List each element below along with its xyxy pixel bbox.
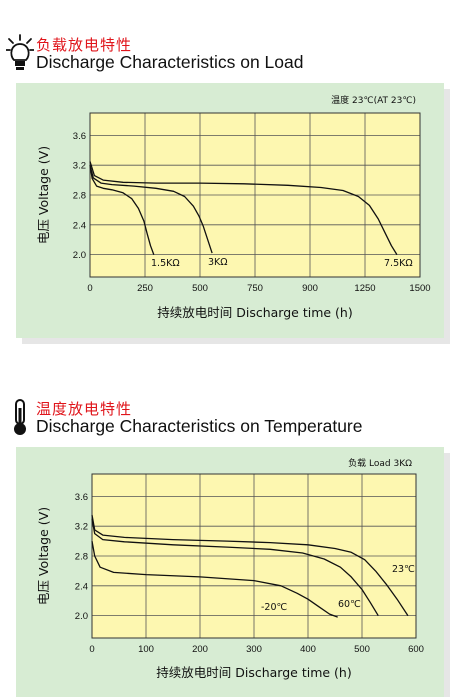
x-tick-label: 0 — [89, 644, 94, 655]
y-tick-label: 2.4 — [73, 220, 86, 231]
y-tick-label: 2.8 — [75, 552, 88, 563]
x-tick-label: 200 — [192, 644, 208, 655]
temperature-discharge-chart: 2.0 2.4 2.8 3.2 3.6 0 100 200 300 400 500 600 电压 Vol… — [16, 447, 444, 697]
lightbulb-icon — [6, 34, 34, 70]
series-label-1: 3KΩ — [208, 257, 228, 268]
x-axis-label: 持续放电时间 Discharge time (h) — [156, 665, 351, 680]
y-tick-label: 2.0 — [73, 250, 86, 261]
series-label-1: 60℃ — [338, 599, 361, 610]
x-tick-label: 300 — [246, 644, 262, 655]
y-tick-label: 3.6 — [75, 492, 88, 503]
x-tick-label: 100 — [138, 644, 154, 655]
x-tick-label: 250 — [137, 283, 153, 294]
series-label-2: 7.5KΩ — [384, 258, 413, 269]
x-tick-label: 600 — [408, 644, 424, 655]
x-tick-label: 500 — [192, 283, 208, 294]
load-title-en: Discharge Characteristics on Load — [36, 52, 304, 72]
y-tick-label: 2.4 — [75, 581, 88, 592]
y-tick-label: 2.8 — [73, 191, 86, 202]
series-line-1 — [91, 518, 379, 616]
y-tick-label: 3.2 — [73, 161, 86, 172]
series-line-0 — [91, 514, 409, 616]
x-tick-label: 900 — [302, 283, 318, 294]
x-tick-label: 400 — [300, 644, 316, 655]
series-label-2: -20℃ — [261, 602, 288, 613]
load-discharge-chart: 2.0 2.4 2.8 3.2 3.6 0 250 500 750 900 1250 1500 电压 V… — [16, 83, 444, 338]
temp-chart-panel: 2.0 2.4 2.8 3.2 3.6 0 100 200 300 400 500 600 电压 Vol… — [16, 447, 444, 697]
series-line-2 — [91, 540, 338, 618]
x-tick-label: 500 — [354, 644, 370, 655]
x-axis-label: 持续放电时间 Discharge time (h) — [157, 305, 352, 320]
y-axis-label: 电压 Voltage (V) — [36, 146, 51, 244]
series-line-1 — [89, 165, 213, 254]
x-tick-label: 1500 — [409, 283, 430, 294]
thermometer-icon — [14, 399, 26, 435]
load-title-cn: 负载放电特性 — [36, 36, 133, 54]
y-tick-label: 2.0 — [75, 611, 88, 622]
load-chart-panel: 2.0 2.4 2.8 3.2 3.6 0 250 500 750 900 1250 1500 电压 V… — [16, 83, 444, 338]
x-tick-label: 1250 — [354, 283, 375, 294]
y-tick-label: 3.2 — [75, 522, 88, 533]
condition-label: 温度 23℃(AT 23℃) — [331, 94, 416, 106]
series-label-0: 23℃ — [392, 564, 415, 575]
series-line-0 — [89, 165, 155, 255]
series-line-2 — [89, 161, 398, 255]
y-tick-label: 3.6 — [73, 131, 86, 142]
x-tick-label: 0 — [87, 283, 92, 294]
condition-label: 负载 Load 3KΩ — [348, 457, 412, 469]
plot-frame — [89, 112, 421, 278]
series-label-0: 1.5KΩ — [151, 258, 180, 269]
y-axis-label: 电压 Voltage (V) — [36, 507, 51, 605]
temp-title-en: Discharge Characteristics on Temperature — [36, 416, 363, 436]
temp-title-cn: 温度放电特性 — [36, 400, 133, 418]
x-tick-label: 750 — [247, 283, 263, 294]
plot-frame — [91, 473, 417, 639]
